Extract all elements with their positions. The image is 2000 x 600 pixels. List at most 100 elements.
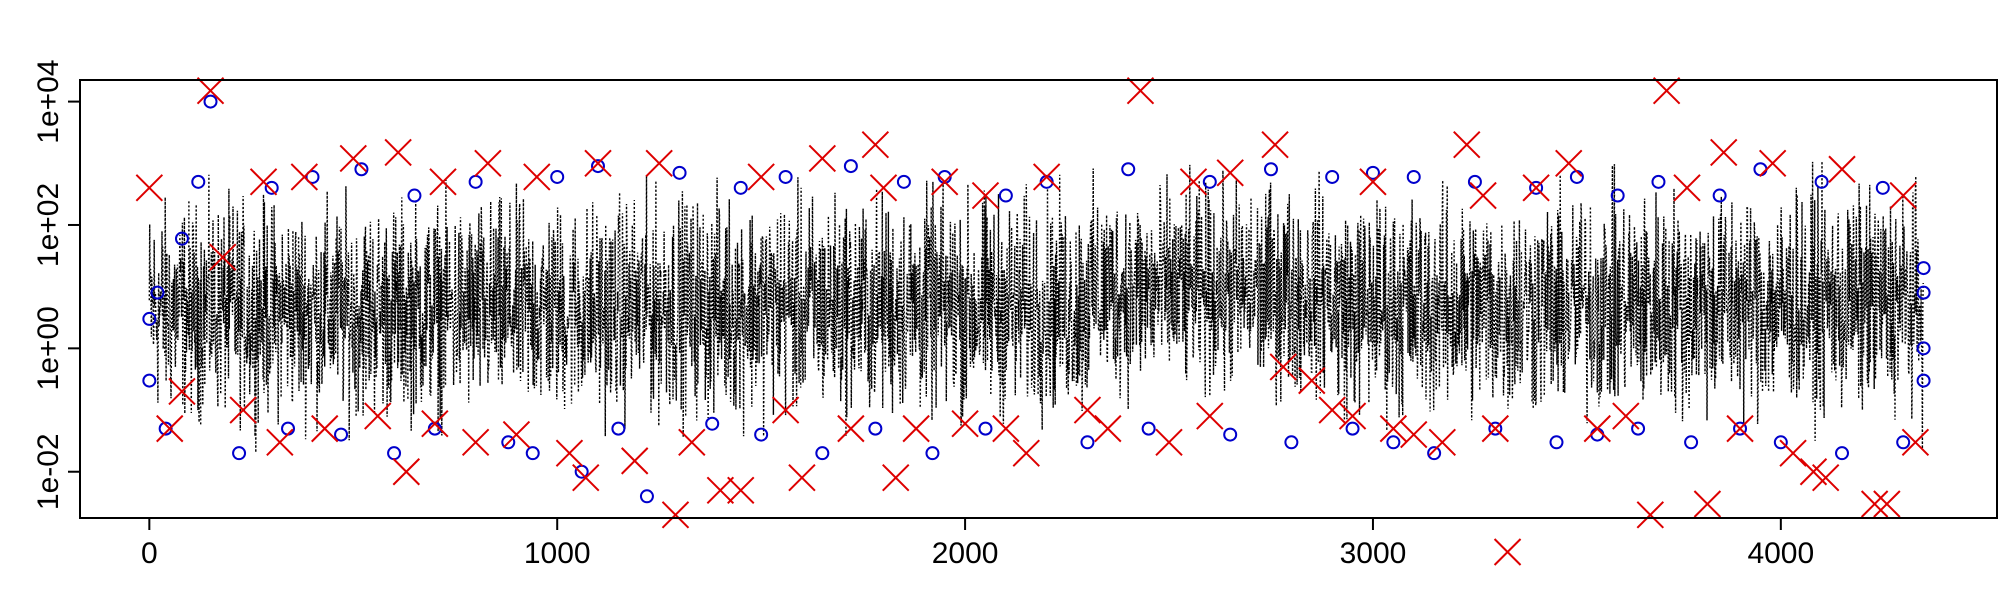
x-marker — [727, 476, 755, 505]
y-axis: 1e-02 1e+00 1e+02 1e+04 — [32, 59, 80, 510]
circle-marker — [1284, 435, 1299, 450]
x-marker — [1481, 414, 1510, 443]
circle-marker — [1345, 421, 1360, 436]
x-marker — [1032, 163, 1061, 191]
circle-marker — [334, 427, 349, 442]
x-marker — [1673, 174, 1701, 202]
series-x-markers — [135, 77, 1930, 566]
x-axis: 0 1000 2000 3000 4000 — [141, 518, 1814, 570]
circle-marker — [1875, 180, 1890, 195]
x-marker — [661, 501, 690, 529]
x-tick-label: 4000 — [1747, 537, 1814, 570]
x-marker — [1453, 131, 1481, 159]
x-marker — [1652, 77, 1681, 105]
circle-marker — [998, 188, 1013, 203]
circle-marker — [264, 180, 279, 195]
x-tick-label: 2000 — [932, 537, 999, 570]
x-marker — [1726, 414, 1754, 443]
x-marker — [392, 458, 421, 486]
circle-marker — [815, 446, 830, 461]
x-marker — [1400, 420, 1428, 449]
circle-marker — [733, 180, 748, 195]
x-marker — [421, 410, 449, 438]
circle-marker — [1121, 162, 1136, 177]
x-marker — [474, 149, 502, 177]
circle-marker — [150, 285, 165, 300]
circle-marker — [1814, 174, 1829, 189]
circle-marker — [1631, 421, 1646, 436]
circle-marker — [1549, 435, 1564, 450]
x-marker — [620, 447, 649, 475]
circle-marker — [174, 231, 189, 246]
x-marker — [1126, 77, 1155, 105]
x-marker — [1298, 366, 1326, 395]
circle-marker — [387, 446, 402, 461]
circle-marker — [142, 311, 157, 326]
x-marker — [1359, 168, 1387, 196]
x-marker — [1155, 428, 1183, 457]
circle-marker — [639, 489, 654, 504]
x-marker — [1428, 428, 1456, 457]
circle-marker — [1651, 174, 1666, 189]
circle-marker — [896, 174, 911, 189]
x-marker — [771, 396, 800, 424]
x-marker — [461, 428, 490, 457]
x-tick-label: 0 — [141, 537, 158, 570]
x-tick-label: 3000 — [1340, 537, 1407, 570]
x-marker — [837, 414, 865, 443]
series-circle-markers — [142, 94, 1931, 504]
circle-marker — [705, 416, 720, 431]
x-marker — [311, 414, 339, 443]
x-marker — [1636, 501, 1665, 529]
circle-marker — [1427, 446, 1442, 461]
circle-marker — [1590, 427, 1605, 442]
x-marker — [1811, 464, 1840, 492]
circle-marker — [868, 421, 883, 436]
circle-marker — [1406, 169, 1421, 184]
y-tick-label: 1e+04 — [32, 59, 65, 143]
x-marker — [971, 181, 1000, 210]
circle-marker — [978, 421, 993, 436]
x-marker — [1379, 414, 1408, 443]
x-marker — [1693, 490, 1722, 518]
x-marker — [1269, 353, 1297, 381]
x-marker — [364, 402, 392, 430]
x-marker — [1612, 402, 1640, 430]
x-marker — [229, 396, 257, 424]
circle-marker — [1684, 435, 1699, 450]
x-marker — [209, 243, 237, 271]
x-marker — [1216, 159, 1244, 187]
x-marker — [1901, 428, 1930, 457]
x-marker — [1261, 131, 1289, 159]
x-marker — [1710, 138, 1738, 167]
x-marker — [1196, 402, 1224, 430]
x-marker — [992, 414, 1020, 443]
x-marker — [645, 149, 673, 177]
x-marker — [1094, 414, 1122, 443]
circle-marker — [1386, 435, 1401, 450]
circle-marker — [590, 159, 605, 174]
x-marker — [1469, 181, 1497, 210]
circle-marker — [305, 169, 320, 184]
circle-marker — [1916, 373, 1931, 388]
series-line-path — [148, 161, 1924, 453]
circle-marker — [158, 421, 173, 436]
circle-marker — [778, 169, 793, 184]
x-marker — [1828, 155, 1856, 183]
x-marker — [808, 144, 837, 173]
x-marker — [1338, 402, 1367, 430]
x-marker — [290, 163, 319, 191]
circle-marker — [232, 446, 247, 461]
circle-marker — [191, 174, 206, 189]
plot-frame — [79, 79, 1998, 519]
circle-marker — [550, 169, 565, 184]
x-marker — [1779, 439, 1807, 467]
x-marker — [930, 168, 959, 196]
circle-marker — [611, 421, 626, 436]
x-marker — [1583, 414, 1611, 443]
circle-marker — [1141, 421, 1156, 436]
x-marker — [788, 464, 816, 492]
y-tick-label: 1e+02 — [32, 183, 65, 267]
circle-marker — [1488, 421, 1503, 436]
